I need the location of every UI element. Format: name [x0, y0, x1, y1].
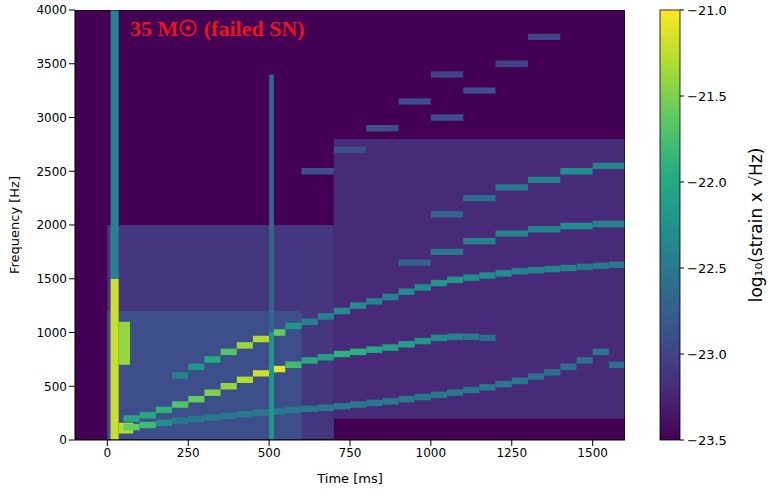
svg-text:500: 500 — [258, 446, 281, 460]
svg-text:0: 0 — [104, 446, 112, 460]
svg-text:−22.0: −22.0 — [687, 175, 727, 190]
svg-text:−21.5: −21.5 — [687, 89, 727, 104]
svg-text:−23.5: −23.5 — [687, 433, 727, 448]
svg-text:500: 500 — [44, 380, 67, 394]
svg-text:3500: 3500 — [36, 57, 67, 71]
svg-text:1000: 1000 — [416, 446, 447, 460]
html-text:35 M☉ (failed SN): 35 M☉ (failed SN) — [130, 16, 305, 41]
svg-text:4000: 4000 — [36, 3, 67, 17]
svg-text:1250: 1250 — [496, 446, 527, 460]
svg-text:750: 750 — [339, 446, 362, 460]
svg-text:2000: 2000 — [36, 218, 67, 232]
svg-text:Frequency [Hz]: Frequency [Hz] — [7, 176, 22, 274]
svg-text:Time [ms]: Time [ms] — [316, 471, 383, 486]
svg-text:1500: 1500 — [577, 446, 608, 460]
svg-text:1500: 1500 — [36, 272, 67, 286]
svg-text:−21.0: −21.0 — [687, 3, 727, 18]
svg-text:−22.5: −22.5 — [687, 261, 727, 276]
svg-text:3000: 3000 — [36, 111, 67, 125]
svg-text:log₁₀(strain x √Hz): log₁₀(strain x √Hz) — [746, 148, 766, 303]
svg-text:0: 0 — [59, 433, 67, 447]
svg-text:−23.0: −23.0 — [687, 347, 727, 362]
svg-text:1000: 1000 — [36, 326, 67, 340]
svg-text:2500: 2500 — [36, 165, 67, 179]
svg-text:250: 250 — [177, 446, 200, 460]
